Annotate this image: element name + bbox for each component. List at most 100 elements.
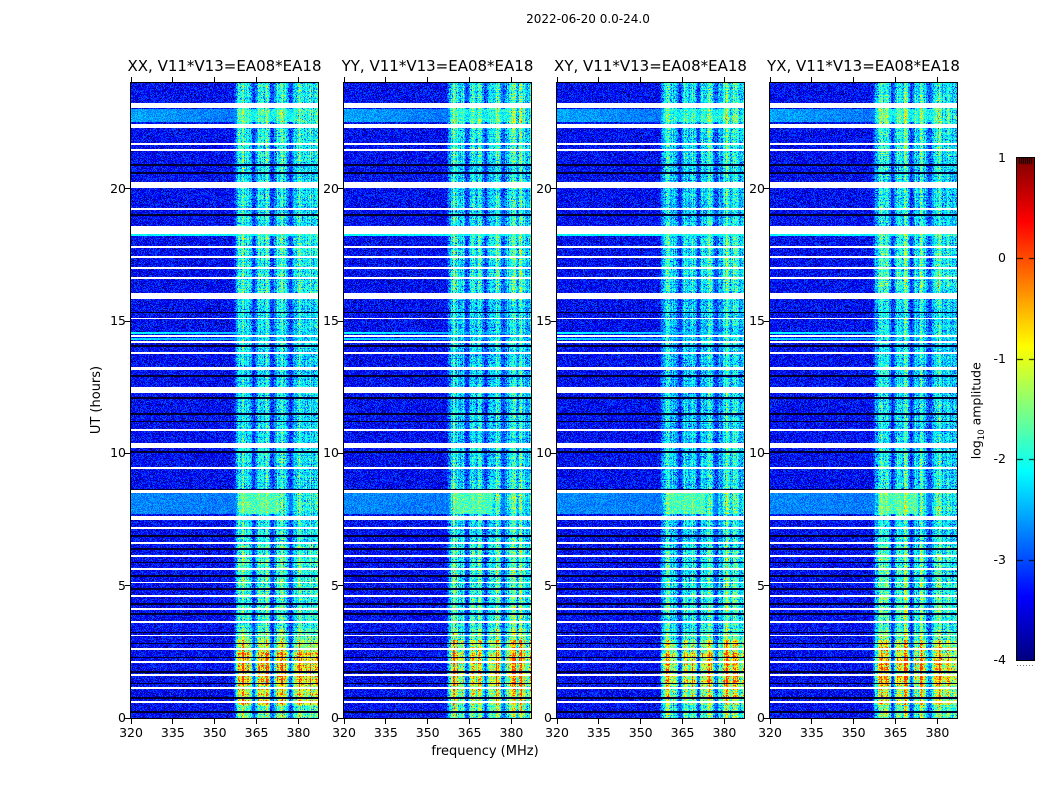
x-tick-mark — [214, 77, 216, 82]
x-tick-mark — [723, 77, 725, 82]
spectrogram-canvas-xx — [130, 82, 319, 719]
x-tick-label: 320 — [332, 725, 356, 740]
x-tick-mark — [811, 77, 813, 82]
x-tick-label: 365 — [457, 725, 482, 740]
x-tick-mark — [936, 77, 938, 82]
y-tick-mark — [338, 717, 343, 719]
x-tick-mark — [853, 719, 855, 724]
x-tick-label: 335 — [799, 725, 824, 740]
x-tick-mark — [936, 719, 938, 724]
y-tick-mark — [764, 585, 769, 587]
y-tick-label: 5 — [757, 577, 765, 593]
y-tick-label: 15 — [110, 313, 126, 329]
colorbar-tick-label: -2 — [993, 451, 1006, 467]
x-tick-mark — [640, 77, 642, 82]
colorbar-tick-label: -1 — [993, 350, 1006, 366]
x-tick-mark — [598, 77, 600, 82]
y-tick-mark — [338, 585, 343, 587]
y-tick-label: 0 — [757, 710, 765, 725]
x-tick-mark — [427, 77, 429, 82]
x-tick-mark — [556, 719, 558, 724]
x-tick-mark — [811, 719, 813, 724]
x-tick-mark — [172, 77, 174, 82]
y-tick-label: 0 — [331, 710, 339, 725]
x-tick-mark — [895, 77, 897, 82]
x-tick-label: 350 — [202, 725, 227, 740]
figure-title: 2022-06-20 0.0-24.0 — [526, 12, 650, 26]
x-axis-label: frequency (MHz) — [431, 744, 539, 759]
y-tick-label: 15 — [749, 313, 765, 329]
y-tick-label: 10 — [323, 445, 339, 461]
colorbar-end-dots — [1017, 665, 1035, 666]
x-tick-mark — [682, 719, 684, 724]
y-tick-label: 15 — [323, 313, 339, 329]
x-tick-label: 335 — [160, 725, 185, 740]
y-tick-mark — [125, 585, 130, 587]
x-tick-label: 365 — [883, 725, 908, 740]
x-tick-label: 380 — [499, 725, 524, 740]
x-tick-label: 365 — [670, 725, 695, 740]
y-tick-mark — [338, 452, 343, 454]
spectrogram-canvas-yy — [343, 82, 532, 719]
y-tick-mark — [125, 188, 130, 190]
y-tick-mark — [764, 188, 769, 190]
colorbar-tick-label: -4 — [993, 652, 1006, 667]
panel-title-xy: XY, V11*V13=EA08*EA18 — [554, 57, 747, 75]
y-tick-label: 20 — [536, 180, 552, 196]
y-tick-label: 0 — [544, 710, 552, 725]
x-tick-label: 380 — [712, 725, 737, 740]
x-tick-label: 380 — [925, 725, 950, 740]
x-tick-mark — [343, 719, 345, 724]
y-tick-label: 10 — [749, 445, 765, 461]
spectrogram-canvas-xy — [556, 82, 745, 719]
y-tick-label: 20 — [749, 180, 765, 196]
colorbar-tick-label: 0 — [998, 250, 1006, 266]
x-tick-mark — [640, 719, 642, 724]
y-tick-label: 15 — [536, 313, 552, 329]
x-tick-mark — [130, 77, 132, 82]
x-tick-mark — [723, 719, 725, 724]
y-tick-mark — [551, 585, 556, 587]
y-tick-mark — [551, 320, 556, 322]
y-tick-mark — [125, 320, 130, 322]
x-tick-mark — [130, 719, 132, 724]
spectrogram-canvas-yx — [769, 82, 958, 719]
x-tick-mark — [853, 77, 855, 82]
x-tick-label: 380 — [286, 725, 311, 740]
y-tick-label: 5 — [331, 577, 339, 593]
x-tick-label: 350 — [628, 725, 653, 740]
panel-title-xx: XX, V11*V13=EA08*EA18 — [127, 57, 322, 75]
y-tick-mark — [551, 452, 556, 454]
y-tick-mark — [764, 452, 769, 454]
x-tick-mark — [769, 77, 771, 82]
y-tick-label: 20 — [110, 180, 126, 196]
colorbar — [1016, 157, 1035, 661]
y-tick-label: 0 — [118, 710, 126, 725]
x-tick-mark — [256, 719, 258, 724]
x-tick-label: 320 — [758, 725, 782, 740]
x-tick-mark — [895, 719, 897, 724]
x-tick-label: 365 — [244, 725, 269, 740]
x-tick-mark — [556, 77, 558, 82]
x-tick-label: 350 — [841, 725, 866, 740]
x-tick-mark — [385, 77, 387, 82]
y-tick-label: 20 — [323, 180, 339, 196]
y-tick-mark — [551, 188, 556, 190]
x-tick-mark — [172, 719, 174, 724]
panel-title-yy: YY, V11*V13=EA08*EA18 — [341, 57, 534, 75]
x-tick-mark — [385, 719, 387, 724]
x-tick-mark — [769, 719, 771, 724]
y-tick-label: 5 — [544, 577, 552, 593]
x-tick-mark — [598, 719, 600, 724]
x-tick-label: 335 — [586, 725, 611, 740]
y-tick-mark — [338, 188, 343, 190]
y-tick-mark — [125, 452, 130, 454]
x-tick-mark — [427, 719, 429, 724]
x-tick-mark — [469, 77, 471, 82]
y-tick-mark — [764, 320, 769, 322]
x-tick-mark — [343, 77, 345, 82]
x-tick-mark — [214, 719, 216, 724]
y-tick-label: 5 — [118, 577, 126, 593]
y-tick-label: 10 — [536, 445, 552, 461]
